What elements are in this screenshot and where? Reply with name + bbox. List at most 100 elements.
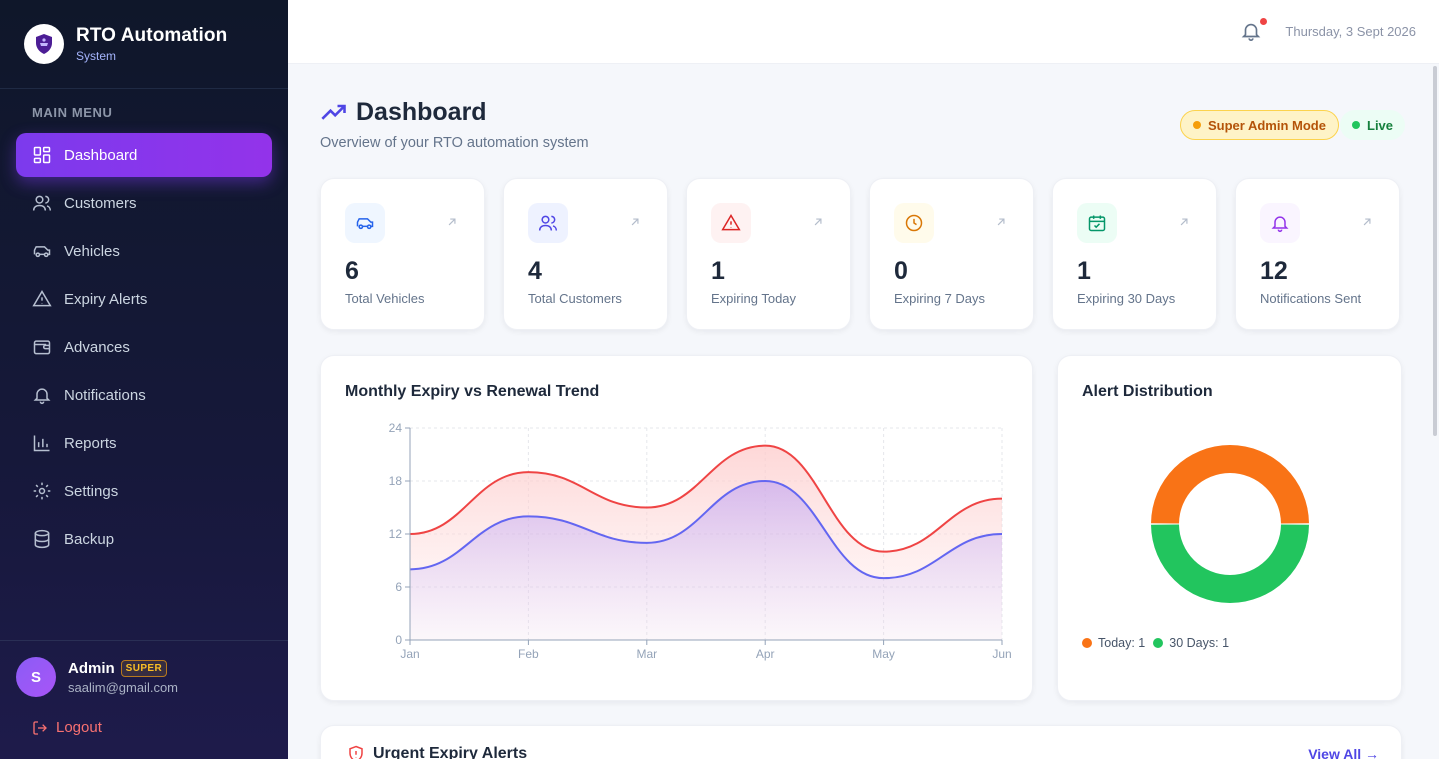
sidebar-item-label: Dashboard: [64, 146, 138, 164]
brand-logo: [24, 24, 64, 64]
stat-icon-box: [1260, 203, 1300, 243]
arrow-up-right-icon: [631, 218, 639, 226]
brand: RTO Automation System: [0, 0, 288, 89]
shield-logo-icon: [36, 34, 52, 54]
stat-value: 4: [528, 257, 542, 285]
live-badge-label: Live: [1367, 117, 1394, 133]
donut-slice-today[interactable]: [1151, 445, 1309, 524]
distribution-legend: Today: 1 30 Days: 1: [1082, 636, 1237, 650]
grid-icon: [33, 146, 51, 164]
sidebar-item-reports[interactable]: Reports: [16, 421, 272, 465]
view-all-link[interactable]: View All →: [1308, 746, 1379, 759]
stat-label: Expiring Today: [711, 291, 797, 306]
calendar-check-icon: [1088, 215, 1106, 232]
sidebar-item-vehicles[interactable]: Vehicles: [16, 229, 272, 273]
y-tick-label: 18: [389, 474, 403, 488]
series-area: [410, 481, 1002, 640]
stat-label: Expiring 7 Days: [894, 291, 986, 306]
stat-value: 0: [894, 257, 908, 285]
stat-card-expiring-7-days[interactable]: 0 Expiring 7 Days: [869, 178, 1034, 330]
legend-label: Today: 1: [1098, 636, 1146, 650]
stat-card-total-vehicles[interactable]: 6 Total Vehicles: [320, 178, 485, 330]
distribution-title: Alert Distribution: [1082, 383, 1213, 400]
live-badge: Live: [1340, 110, 1406, 140]
arrow-up-right-icon: [814, 218, 822, 226]
trend-chart-title: Monthly Expiry vs Renewal Trend: [345, 383, 600, 400]
alert-distribution-donut: [1151, 445, 1309, 603]
sidebar-item-advances[interactable]: Advances: [16, 325, 272, 369]
stat-card-expiring-30-days[interactable]: 1 Expiring 30 Days: [1052, 178, 1217, 330]
stat-label: Expiring 30 Days: [1077, 291, 1176, 306]
user-profile[interactable]: S Admin SUPER saalim@gmail.com: [0, 641, 288, 697]
legend-swatch: [1153, 638, 1164, 648]
live-dot: [1352, 121, 1360, 129]
arrow-up-right-icon: [1363, 218, 1371, 226]
trend-chart-card: Monthly Expiry vs Renewal Trend 0 6 12 18 24…: [320, 355, 1033, 701]
sidebar-item-label: Customers: [64, 194, 137, 212]
donut-slice-30-days[interactable]: [1151, 524, 1309, 603]
notification-bell-icon[interactable]: [1240, 20, 1262, 42]
page-title: Dashboard: [320, 98, 487, 127]
logout-icon: [33, 720, 47, 735]
car-icon: [356, 218, 374, 230]
sidebar-item-settings[interactable]: Settings: [16, 469, 272, 513]
legend-swatch: [1082, 638, 1092, 648]
stat-card-expiring-today[interactable]: 1 Expiring Today: [686, 178, 851, 330]
stat-label: Notifications Sent: [1260, 291, 1362, 306]
stat-icon-box: [345, 203, 385, 243]
y-tick-label: 12: [389, 527, 403, 541]
bar-chart-icon: [33, 435, 50, 452]
scrollbar[interactable]: [1433, 66, 1437, 436]
stat-value: 1: [1077, 257, 1091, 285]
arrow-up-right-icon: [997, 218, 1005, 226]
urgent-alerts-title-text: Urgent Expiry Alerts: [373, 745, 528, 759]
avatar: S: [16, 657, 56, 697]
y-tick-label: 6: [395, 580, 402, 594]
main-menu: Dashboard Customers Vehicles Expiry Aler…: [0, 129, 288, 561]
stat-label: Total Customers: [528, 291, 622, 306]
alert-distribution-card: Alert Distribution Today: 1 30 Days: 1: [1057, 355, 1402, 701]
sidebar-item-label: Reports: [64, 434, 117, 452]
y-tick-label: 0: [395, 633, 402, 647]
stat-value: 1: [711, 257, 725, 285]
sidebar-item-label: Expiry Alerts: [64, 290, 148, 308]
series-line: [409, 479, 1003, 580]
legend-item-30-days: 30 Days: 1: [1153, 636, 1229, 650]
current-date: Thursday, 3 Sept 2026: [1285, 24, 1416, 39]
stat-label: Total Vehicles: [345, 291, 425, 306]
users-icon: [538, 215, 558, 231]
x-tick-label: Jan: [400, 647, 419, 661]
role-badge: SUPER: [120, 659, 168, 677]
database-icon: [34, 529, 50, 549]
stat-icon-box: [894, 203, 934, 243]
sidebar-item-notifications[interactable]: Notifications: [16, 373, 272, 417]
car-icon: [33, 246, 51, 258]
gear-icon: [33, 482, 51, 500]
sidebar-item-backup[interactable]: Backup: [16, 517, 272, 561]
user-name: Admin: [68, 659, 115, 677]
topbar: Thursday, 3 Sept 2026: [288, 0, 1439, 64]
warning-icon: [32, 290, 52, 307]
sidebar-item-label: Notifications: [64, 386, 146, 404]
page-title-text: Dashboard: [356, 98, 487, 126]
urgent-alerts-card: Urgent Expiry Alerts View All →: [320, 725, 1402, 759]
stat-icon-box: [1077, 203, 1117, 243]
trend-chart: 0 6 12 18 24 Jan Feb Mar Apr May Jun: [389, 421, 1012, 661]
logout-button[interactable]: Logout: [0, 697, 288, 736]
mode-badge-label: Super Admin Mode: [1208, 117, 1326, 133]
sidebar-item-customers[interactable]: Customers: [16, 181, 272, 225]
y-tick-label: 24: [389, 421, 403, 435]
sidebar-item-expiry-alerts[interactable]: Expiry Alerts: [16, 277, 272, 321]
shield-alert-icon: [349, 745, 363, 759]
x-tick-label: Feb: [518, 647, 539, 661]
sidebar-item-label: Backup: [64, 530, 115, 548]
stat-card-total-customers[interactable]: 4 Total Customers: [503, 178, 668, 330]
sidebar-item-dashboard[interactable]: Dashboard: [16, 133, 272, 177]
x-tick-label: Apr: [756, 647, 775, 661]
sidebar: RTO Automation System MAIN MENU Dashboar…: [0, 0, 288, 759]
sidebar-footer: S Admin SUPER saalim@gmail.com Logout: [0, 640, 288, 759]
stat-card-notifications-sent[interactable]: 12 Notifications Sent: [1235, 178, 1400, 330]
bell-icon: [33, 388, 51, 405]
menu-caption: MAIN MENU: [32, 105, 113, 120]
sidebar-item-label: Vehicles: [64, 242, 120, 260]
